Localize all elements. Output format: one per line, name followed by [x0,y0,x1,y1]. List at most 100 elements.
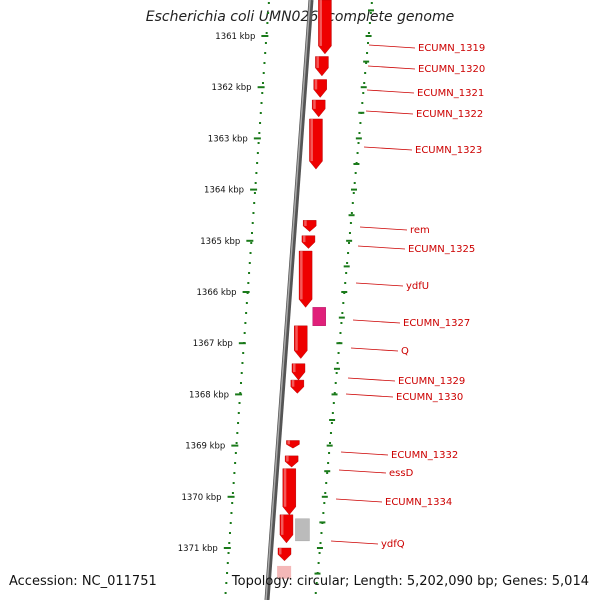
accession-text: Accession: NC_011751 [9,574,157,589]
ruler-dot [248,272,250,274]
gene-leader-line [353,320,400,323]
gene-label: ECUMN_1322 [416,109,483,120]
ruler-dot [249,262,251,264]
ruler-dot [244,332,246,334]
track-dot [355,172,357,174]
ruler-tick-label: 1368 kbp [189,390,229,400]
topology-text: Topology: circular; Length: 5,202,090 bp… [232,574,589,589]
ruler-dot [258,132,260,134]
ruler-dot [262,82,264,84]
gene-leader-line [356,283,403,286]
gene-arrow-sheen [279,548,282,554]
ruler-tick-label: 1366 kbp [197,288,237,298]
ruler-tick-label: 1362 kbp [212,83,252,93]
gene-leader-line [351,348,398,351]
gene-label: Q [401,346,409,357]
ruler-dot [234,462,236,464]
ruler-dot [244,322,246,324]
gene-leader-line [341,452,388,455]
ruler-dot [230,522,232,524]
ruler-tick-label: 1364 kbp [204,186,244,196]
track-dot [371,2,373,4]
gene-label: ydfQ [381,539,405,550]
track-dot [347,252,349,254]
gene-leader-line [360,227,407,230]
track-dot [357,152,359,154]
track-dot [346,262,348,264]
track-dot [342,302,344,304]
track-dot [367,42,369,44]
track-dot [336,372,338,374]
track-dot [335,382,337,384]
gene-arrow-sheen [316,56,319,67]
ruler-dot [261,92,263,94]
gene-arrow-sheen [287,440,290,444]
ruler-tick-label: 1363 kbp [208,134,248,144]
ruler-dot [231,502,233,504]
gene-leader-line [364,147,412,150]
track-dot [370,12,372,14]
gene-leader-line [331,541,378,544]
gene-arrow-sheen [293,364,296,372]
gene-arrow-sheen [300,251,303,299]
gene-arrow-sheen [304,220,307,226]
ruler-dot [225,582,227,584]
track-dot [319,552,321,554]
ruler-dot [236,442,238,444]
track-dot [354,182,356,184]
ruler-dot [253,202,255,204]
ruler-tick-label: 1365 kbp [200,237,240,247]
ruler-dot [233,482,235,484]
track-dot [337,362,339,364]
gene-leader-line [368,66,415,69]
ruler-dot [257,152,259,154]
track-dot [369,22,371,24]
track-dot [364,72,366,74]
track-dot [326,472,328,474]
gene-leader-line [339,470,386,473]
gene-arrow-sheen [319,0,322,46]
ruler-dot [252,222,254,224]
ruler-dot [226,572,228,574]
gene-label: ECUMN_1330 [396,392,463,403]
track-dot [332,412,334,414]
gene-arrow-sheen [303,236,306,242]
track-dot [366,52,368,54]
gene-leader-line [358,246,405,249]
track-dot [323,502,325,504]
gene-label: essD [389,468,414,479]
ruler-dot [242,352,244,354]
ruler-dot [250,252,252,254]
gene-labels: ECUMN_1319ECUMN_1320ECUMN_1321ECUMN_1322… [331,43,485,550]
track-dot [333,402,335,404]
ruler-dot [259,122,261,124]
ruler-dot [251,232,253,234]
track-dot [320,542,322,544]
ruler-dot [233,472,235,474]
ruler-dot [229,532,231,534]
gene-leader-line [346,394,393,397]
gene-arrow-sheen [315,80,318,90]
gene-leader-line [336,499,382,502]
ruler-track: 1361 kbp1362 kbp1363 kbp1364 kbp1365 kbp… [178,2,270,594]
ruler-dot [239,402,241,404]
track-dot [363,82,365,84]
track-dot [353,192,355,194]
ruler-dot [265,42,267,44]
track-dot [349,232,351,234]
gene-arrow-sheen [284,469,287,507]
track-dot [348,242,350,244]
gene-label: ECUMN_1329 [398,376,465,387]
gene-leader-line [366,111,413,114]
ruler-dot [263,72,265,74]
track-dot [327,462,329,464]
gene-arrow-sheen [286,456,289,462]
ruler-dot [266,32,268,34]
track-dot [352,202,354,204]
track-dot [330,432,332,434]
track-dot [320,532,322,534]
gene-label: ECUMN_1320 [418,64,485,75]
ruler-dot [263,62,265,64]
gene-label: ECUMN_1325 [408,244,475,255]
ruler-dot [254,192,256,194]
